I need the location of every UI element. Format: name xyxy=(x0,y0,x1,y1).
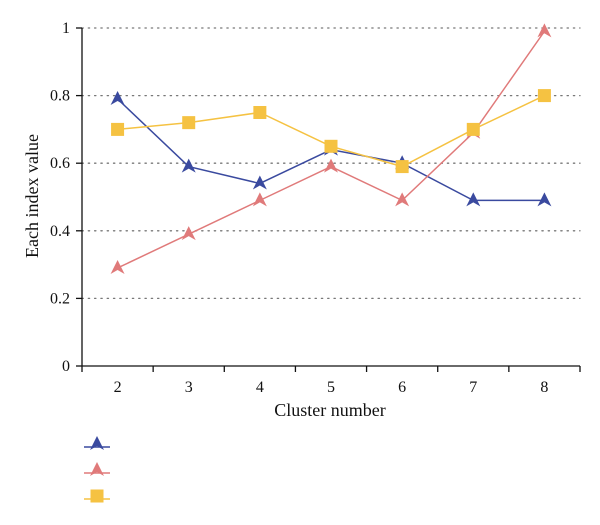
series-2-point-2 xyxy=(110,259,125,274)
y-tick-label-2: 0.4 xyxy=(50,223,70,240)
x-tick-label-1: 3 xyxy=(185,379,193,396)
legend xyxy=(84,436,110,503)
legend-marker-1 xyxy=(90,436,104,450)
legend-marker-3 xyxy=(90,489,104,503)
x-axis-label: Cluster number xyxy=(274,400,385,420)
series-3-point-3 xyxy=(182,116,196,130)
series-3-line xyxy=(117,94,545,168)
y-tick-label-4: 0.8 xyxy=(50,88,70,105)
series-1-point-3 xyxy=(181,158,196,173)
series-2-point-5 xyxy=(324,158,338,173)
legend-entry-1 xyxy=(84,436,110,450)
x-tick-label-3: 5 xyxy=(327,379,335,396)
series-3-point-7 xyxy=(466,122,480,136)
x-tick-label-5: 7 xyxy=(469,379,477,396)
y-tick-label-0: 0 xyxy=(62,358,70,375)
y-axis-label: Each index value xyxy=(22,134,42,258)
y-tick-label-3: 0.6 xyxy=(50,155,70,172)
series-2-point-3 xyxy=(181,226,196,241)
series-1-point-2 xyxy=(110,90,125,105)
series-2-point-4 xyxy=(252,192,267,207)
series-3-point-8 xyxy=(537,89,551,103)
x-tick-label-4: 6 xyxy=(398,379,406,396)
series-3-point-2 xyxy=(111,122,125,136)
series-3-point-5 xyxy=(324,139,338,153)
series-3-point-6 xyxy=(395,160,409,174)
y-axis-ticks: 0 0.2 0.4 0.6 0.8 1 xyxy=(50,20,82,375)
gridlines xyxy=(81,27,581,300)
series-2-point-6 xyxy=(395,192,410,207)
y-tick-label-1: 0.2 xyxy=(50,290,70,307)
axes xyxy=(81,28,580,367)
x-axis-ticks: 2 3 4 5 6 7 8 xyxy=(81,366,581,396)
legend-marker-2 xyxy=(90,462,104,476)
series-3 xyxy=(111,89,551,174)
legend-entry-2 xyxy=(84,462,110,476)
series-layer xyxy=(110,23,552,274)
series-1-point-7 xyxy=(466,192,481,207)
series-3-point-4 xyxy=(253,106,267,119)
series-2-point-8 xyxy=(537,23,552,38)
y-tick-label-5: 1 xyxy=(62,20,70,37)
x-tick-label-2: 4 xyxy=(256,379,264,396)
x-tick-label-0: 2 xyxy=(114,379,122,396)
series-1-point-8 xyxy=(537,192,552,207)
series-1-point-4 xyxy=(252,175,267,190)
legend-entry-3 xyxy=(84,489,110,503)
x-tick-label-6: 8 xyxy=(540,379,548,396)
